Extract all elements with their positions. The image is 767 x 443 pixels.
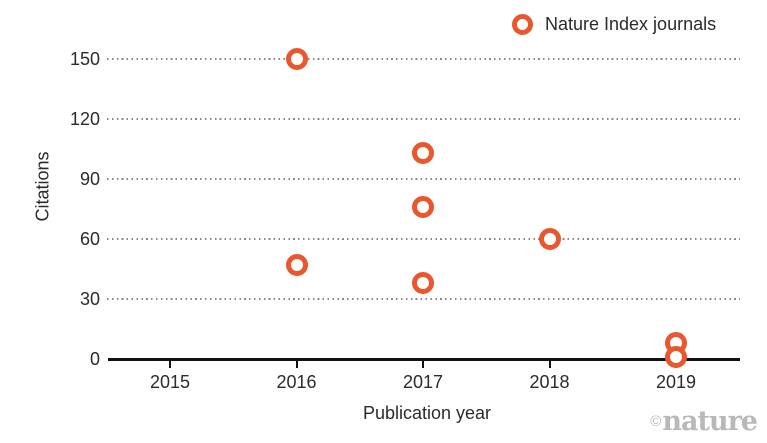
x-tick-label: 2015 [149,372,191,392]
data-point [285,254,308,276]
gridline [107,58,740,60]
x-tick [422,361,424,368]
gridline [107,118,740,120]
y-tick-label: 90 [79,169,100,189]
legend-label: Nature Index journals [545,14,717,34]
y-tick-label: 150 [69,49,100,69]
gridline [107,238,740,240]
y-axis-title: Citations [32,151,53,222]
x-tick [548,361,551,368]
gridline [107,178,740,180]
x-tick-label: 2016 [276,372,317,392]
x-tick-label: 2019 [655,372,697,392]
x-axis-line [108,358,740,361]
y-tick-label: 120 [69,109,100,129]
y-tick-label: 30 [79,289,100,309]
copyright-icon: © [650,413,662,430]
x-tick [169,361,171,368]
legend: Nature Index journals [512,14,716,35]
gridline [107,298,740,300]
y-tick-label: 0 [89,349,100,369]
data-point [412,142,434,164]
data-point [412,196,434,218]
nature-logo: nature [662,406,758,437]
data-point [665,346,687,368]
data-point [285,48,308,70]
x-tick-label: 2017 [402,372,444,392]
x-tick [295,361,298,368]
legend-open-circle-icon [512,14,533,35]
data-point [412,272,434,294]
y-tick-label: 60 [79,229,100,249]
x-axis-title: Publication year [362,403,492,423]
x-tick-label: 2018 [529,372,570,392]
data-point [538,228,561,250]
nature-watermark: ©nature [650,406,758,437]
